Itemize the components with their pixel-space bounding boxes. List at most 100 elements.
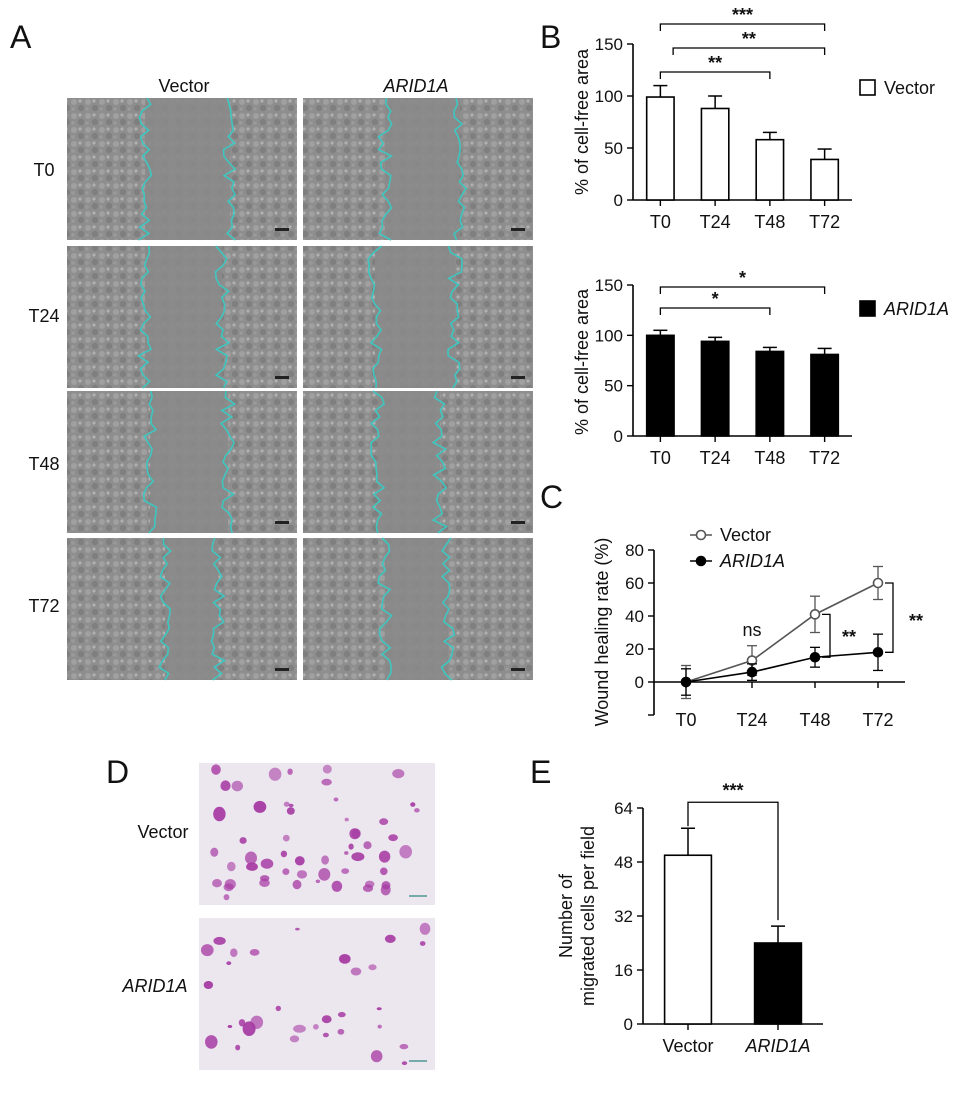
wound-edge-right: [453, 97, 468, 241]
wound-edge-left: [377, 537, 393, 681]
x-tick-label: T48: [799, 710, 830, 730]
stained-cell: [377, 1024, 382, 1029]
series-line-arid1a: [685, 651, 879, 683]
stained-cell: [213, 806, 226, 822]
stained-cell: [419, 922, 431, 935]
bar: [753, 942, 803, 1025]
wound-edge-right: [210, 537, 227, 681]
stained-cell: [321, 855, 329, 865]
bar: [663, 854, 713, 1025]
wound-edge-left: [142, 390, 158, 534]
y-tick-label: 0: [614, 427, 623, 446]
stained-cell: [337, 1011, 346, 1018]
series-line-vector: [685, 582, 879, 683]
stained-cell: [212, 879, 222, 888]
stained-cell: [280, 850, 288, 858]
transwell-background: [199, 918, 435, 1070]
bar: [645, 334, 675, 437]
y-tick-label: 16: [614, 961, 633, 980]
stained-cell: [260, 858, 274, 869]
wound-edge-left: [377, 97, 394, 241]
y-axis-label: % of cell-free area: [572, 288, 592, 435]
stained-cell: [203, 981, 214, 989]
y-tick-label: 150: [595, 276, 623, 295]
stained-cell: [414, 808, 420, 813]
wound-gap: [385, 98, 460, 240]
chart-e-migrated-cells: 0 16 32 48 64 Vector ARID1A Number of migrated c…: [556, 780, 823, 1056]
wound-edge-left: [138, 97, 153, 241]
significance-label: ***: [722, 780, 743, 800]
wound-edge-right: [447, 245, 463, 389]
stained-cell: [226, 961, 232, 966]
data-point-arid1a: [872, 646, 884, 658]
row-label-t48: T48: [28, 454, 59, 474]
stained-cell: [238, 1019, 246, 1027]
x-tick-label: Vector: [662, 1036, 713, 1056]
stained-cell: [388, 834, 398, 842]
annotation-t72: **: [909, 611, 923, 631]
y-axis-label: Wound healing rate (%): [592, 538, 612, 727]
stained-cell: [313, 1024, 319, 1030]
wound-edge-left: [367, 245, 383, 389]
stained-cell: [322, 764, 332, 774]
data-point-arid1a: [809, 651, 821, 663]
stained-cell: [253, 800, 267, 813]
wound-gap: [150, 391, 228, 533]
data-point-vector: [872, 577, 884, 589]
micrograph-arid1a-t0: [303, 97, 533, 241]
stained-cell: [289, 1035, 300, 1043]
stained-cell: [337, 1028, 345, 1035]
stained-cell: [246, 862, 258, 871]
stained-cell: [282, 834, 290, 842]
stained-cell: [296, 870, 308, 879]
x-tick-label: T0: [650, 212, 671, 232]
y-tick-label: 0: [635, 673, 644, 692]
wound-edge-right: [214, 245, 231, 389]
stained-cell: [287, 768, 293, 775]
legend-swatch-arid1a: [859, 300, 876, 317]
y-tick-label: 50: [604, 139, 623, 158]
significance-bracket: [659, 71, 771, 79]
stained-cell: [344, 851, 349, 855]
wound-edge-left: [136, 245, 153, 389]
col-label-arid1a: ARID1A: [382, 76, 448, 96]
wound-edge-right: [222, 97, 237, 241]
stained-cell: [242, 1021, 256, 1036]
stained-cell: [362, 884, 374, 892]
panel-letter-b: B: [540, 19, 561, 55]
micrograph-vector-t48: [67, 390, 297, 534]
micrograph-vector-t72: [67, 537, 297, 681]
stained-cell: [351, 828, 361, 839]
x-tick-label: T0: [650, 448, 671, 468]
stained-cell: [351, 852, 365, 862]
legend-label-arid1a: ARID1A: [719, 551, 785, 571]
y-tick-label: 150: [595, 35, 623, 54]
stained-cell: [379, 818, 389, 825]
stained-cell: [231, 780, 243, 792]
stained-cell: [363, 841, 372, 850]
panel-letter-a: A: [10, 19, 32, 55]
stained-cell: [321, 1015, 332, 1024]
stained-cell: [223, 894, 230, 901]
scale-bar: [275, 376, 289, 379]
stained-cell: [381, 881, 391, 890]
micrograph-arid1a-t24: [303, 245, 533, 389]
panel-d-transwell-images: Vector ARID1A: [121, 763, 435, 1070]
stained-cell: [419, 941, 426, 946]
y-tick-label: 0: [624, 1015, 633, 1034]
scale-bar: [275, 668, 289, 671]
stained-cell: [392, 769, 405, 779]
significance-label: **: [708, 53, 722, 73]
x-tick-label: ARID1A: [744, 1036, 810, 1056]
y-tick-label: 32: [614, 907, 633, 926]
x-tick-label: T24: [700, 212, 731, 232]
stained-cell: [245, 851, 257, 865]
stained-cell: [384, 934, 396, 944]
stained-cell: [293, 1024, 306, 1033]
legend-label-arid1a: ARID1A: [883, 299, 949, 319]
annotation-t48: **: [842, 627, 856, 647]
micrograph-vector-t0: [67, 97, 297, 241]
stained-cell: [235, 1044, 241, 1051]
stained-cell: [399, 845, 413, 859]
bar: [755, 350, 785, 437]
